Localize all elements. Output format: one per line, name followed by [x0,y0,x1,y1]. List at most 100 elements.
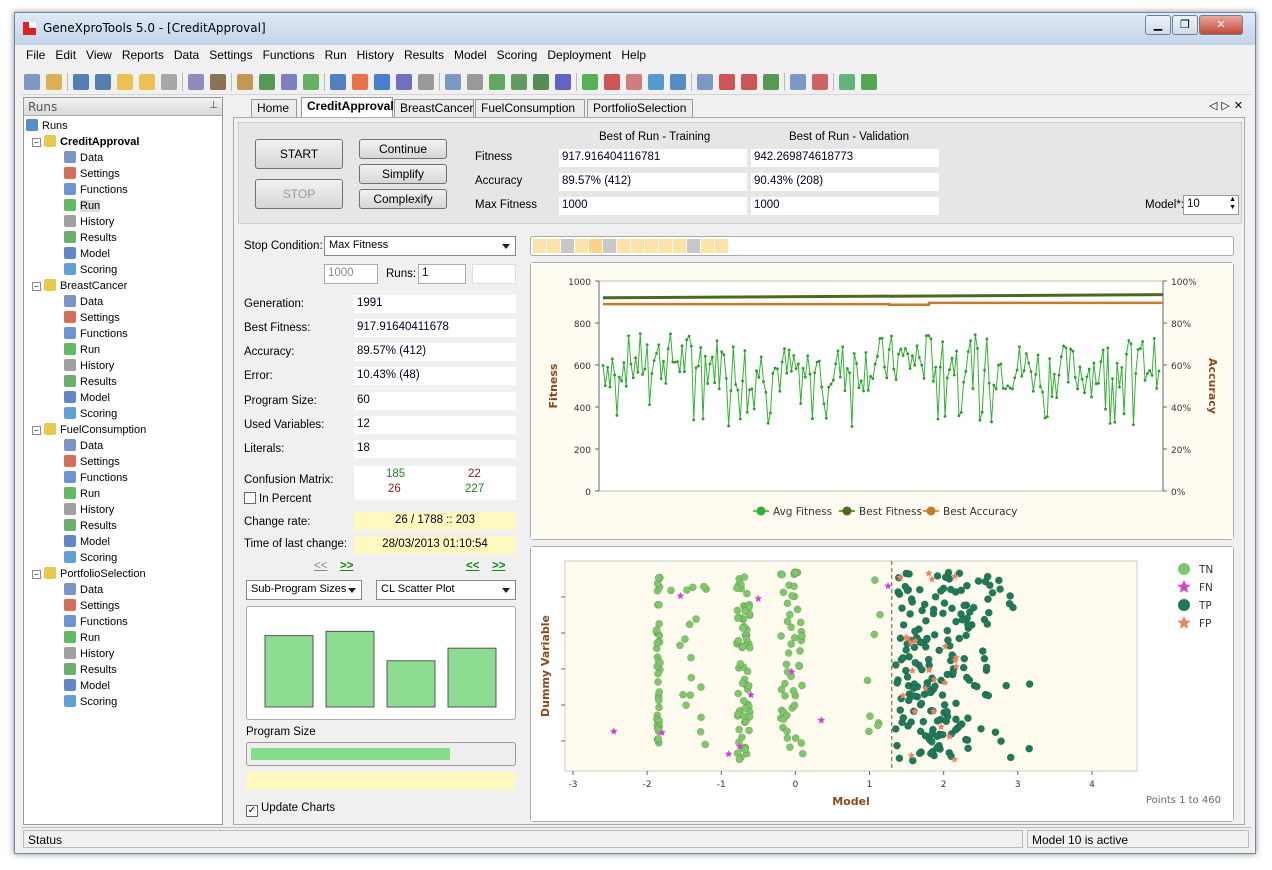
toolbar-icon-28[interactable] [670,74,686,90]
left-chart-select[interactable]: Sub-Program Sizes [246,580,362,600]
checkmark-icon[interactable]: ✓ [246,805,258,817]
tab-home[interactable]: Home [251,99,297,117]
toolbar-icon-18[interactable] [445,74,461,90]
in-percent-checkbox[interactable]: In Percent [244,492,311,505]
toolbar-icon-15[interactable] [374,74,390,90]
tree-root[interactable]: Runs [26,118,222,134]
model-spinner[interactable]: 10 ▲ ▼ [1183,195,1239,215]
tree-item-model[interactable]: Model [26,678,222,694]
menu-model[interactable]: Model [453,48,487,62]
toolbar-icon-21[interactable] [511,74,527,90]
toolbar-icon-9[interactable] [237,74,253,90]
tree-item-model[interactable]: Model [26,534,222,550]
tree-item-settings[interactable]: Settings [26,598,222,614]
tree-item-settings[interactable]: Settings [26,310,222,326]
tree-item-functions[interactable]: Functions [26,182,222,198]
tree-item-scoring[interactable]: Scoring [26,550,222,566]
continue-button[interactable]: Continue [359,139,447,159]
tree-item-results[interactable]: Results [26,230,222,246]
toolbar-icon-24[interactable] [582,74,598,90]
tab-creditapproval[interactable]: CreditApproval [301,97,394,117]
right-chart-prev[interactable]: << [466,560,480,572]
toolbar-icon-27[interactable] [648,74,664,90]
toolbar-icon-34[interactable] [812,74,828,90]
run-node-portfolioselection[interactable]: − PortfolioSelection [26,566,222,582]
tree-item-model[interactable]: Model [26,246,222,262]
toolbar-icon-35[interactable] [839,74,855,90]
toolbar-icon-30[interactable] [719,74,735,90]
update-charts-checkbox[interactable]: ✓ Update Charts [246,802,335,817]
stop-button[interactable]: STOP [255,179,343,209]
toolbar-icon-5[interactable] [139,74,155,90]
collapse-icon[interactable]: − [32,138,41,147]
checkbox-icon[interactable] [244,492,256,504]
toolbar-icon-11[interactable] [281,74,297,90]
tree-item-history[interactable]: History [26,646,222,662]
tree-item-functions[interactable]: Functions [26,614,222,630]
toolbar-icon-29[interactable] [697,74,713,90]
start-button[interactable]: START [255,139,343,169]
tree-item-functions[interactable]: Functions [26,470,222,486]
menu-view[interactable]: View [86,48,112,62]
toolbar-icon-14[interactable] [352,74,368,90]
menu-settings[interactable]: Settings [209,48,253,62]
toolbar-icon-2[interactable] [73,74,89,90]
menu-functions[interactable]: Functions [262,48,315,62]
toolbar-icon-10[interactable] [259,74,275,90]
stop-condition-select[interactable]: Max Fitness [324,236,516,256]
toolbar-icon-33[interactable] [790,74,806,90]
toolbar-icon-13[interactable] [330,74,346,90]
tab-portfolioselection[interactable]: PortfolioSelection [587,99,693,117]
toolbar-icon-25[interactable] [604,74,620,90]
spinner-arrows-icon[interactable]: ▲ ▼ [1229,196,1236,211]
menu-results[interactable]: Results [403,48,444,62]
simplify-button[interactable]: Simplify [359,164,447,184]
restore-button[interactable]: ❐ [1172,15,1198,35]
tree-item-results[interactable]: Results [26,374,222,390]
menu-run[interactable]: Run [324,48,347,62]
menu-data[interactable]: Data [173,48,200,62]
collapse-icon[interactable]: − [32,426,41,435]
max-fitness-input[interactable]: 1000 [324,264,378,284]
toolbar-icon-36[interactable] [861,74,877,90]
tree-item-data[interactable]: Data [26,150,222,166]
tree-item-history[interactable]: History [26,214,222,230]
toolbar-icon-31[interactable] [741,74,757,90]
toolbar-icon-26[interactable] [626,74,642,90]
menu-reports[interactable]: Reports [121,48,164,62]
tree-item-run[interactable]: Run [26,486,222,502]
toolbar-icon-0[interactable] [24,74,40,90]
toolbar-icon-32[interactable] [763,74,779,90]
toolbar-icon-22[interactable] [533,74,549,90]
right-chart-next[interactable]: >> [492,560,506,572]
toolbar-icon-8[interactable] [210,74,226,90]
toolbar-icon-23[interactable] [555,74,571,90]
toolbar-icon-4[interactable] [117,74,133,90]
tree-item-scoring[interactable]: Scoring [26,406,222,422]
complexify-button[interactable]: Complexify [359,189,447,209]
tree-item-results[interactable]: Results [26,518,222,534]
pin-icon[interactable]: ⊥ [209,100,218,111]
collapse-icon[interactable]: − [32,282,41,291]
left-chart-prev[interactable]: << [314,560,328,572]
toolbar-icon-1[interactable] [46,74,62,90]
left-chart-next[interactable]: >> [340,560,354,572]
menu-deployment[interactable]: Deployment [547,48,612,62]
tab-breastcancer[interactable]: BreastCancer [394,99,474,117]
tree-item-run[interactable]: Run [26,342,222,358]
tree-item-run[interactable]: Run [26,198,222,214]
toolbar-icon-6[interactable] [161,74,177,90]
toolbar-icon-20[interactable] [489,74,505,90]
tab-fuelconsumption[interactable]: FuelConsumption [475,99,585,117]
tree-item-run[interactable]: Run [26,630,222,646]
toolbar-icon-19[interactable] [467,74,483,90]
run-node-creditapproval[interactable]: − CreditApproval [26,134,222,150]
toolbar-icon-16[interactable] [396,74,412,90]
tree-item-model[interactable]: Model [26,390,222,406]
collapse-icon[interactable]: − [32,570,41,579]
tree-item-history[interactable]: History [26,502,222,518]
close-button[interactable]: ✕ [1199,15,1243,35]
tree-item-data[interactable]: Data [26,582,222,598]
tree-item-functions[interactable]: Functions [26,326,222,342]
menu-history[interactable]: History [356,48,394,62]
